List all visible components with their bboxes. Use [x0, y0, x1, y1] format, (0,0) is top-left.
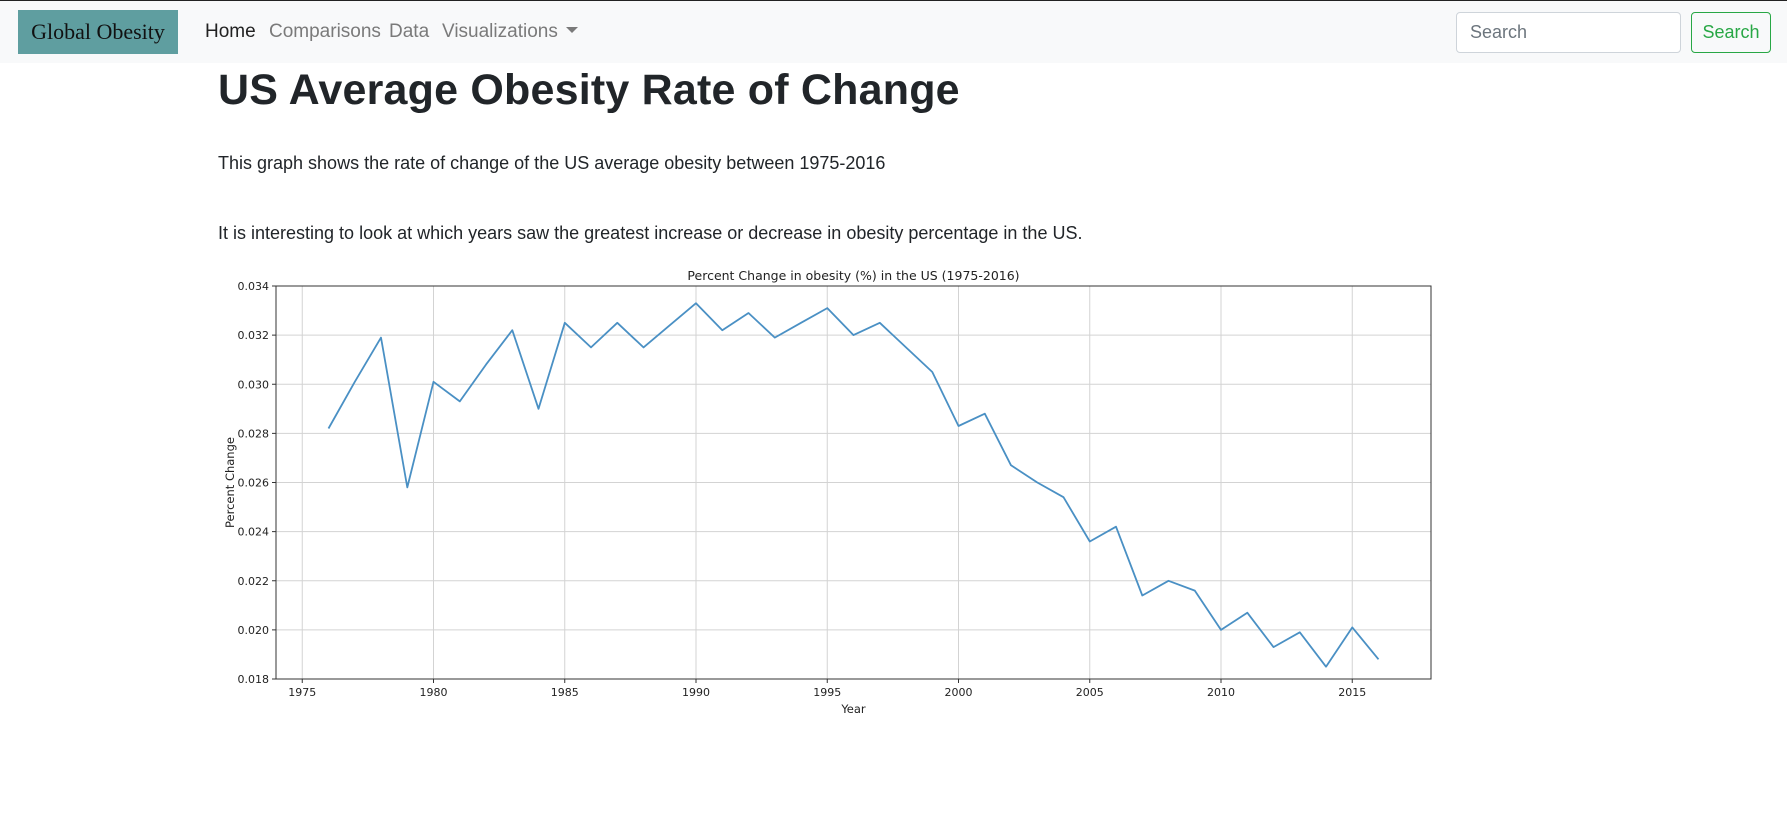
x-tick-label: 1990: [682, 686, 710, 699]
y-tick-label: 0.034: [238, 280, 270, 293]
search-input[interactable]: [1456, 12, 1681, 53]
x-tick-label: 2000: [945, 686, 973, 699]
nav-visualizations-label: Visualizations: [442, 21, 558, 42]
x-tick-label: 1975: [288, 686, 316, 699]
x-tick-label: 2010: [1207, 686, 1235, 699]
x-axis-label: Year: [840, 702, 866, 716]
description-paragraph-1: This graph shows the rate of change of t…: [218, 153, 886, 173]
y-axis-label: Percent Change: [223, 437, 237, 528]
nav-comparisons[interactable]: Comparisons: [269, 21, 381, 42]
y-tick-label: 0.028: [238, 427, 270, 440]
obesity-change-chart: 1975 1980 1985 1990 1995 2000 2005 2010 2015 0.01…: [223, 268, 1432, 716]
x-tick-label: 1985: [551, 686, 579, 699]
y-tick-label: 0.024: [238, 526, 270, 539]
navbar: Global Obesity Home Comparisons Data Vis…: [0, 1, 1787, 63]
y-tick-label: 0.020: [238, 624, 270, 637]
y-tick-label: 0.032: [238, 329, 270, 342]
nav-data[interactable]: Data: [389, 21, 430, 42]
page-title: US Average Obesity Rate of Change: [218, 66, 960, 114]
y-tick-label: 0.022: [238, 575, 270, 588]
chart-title: Percent Change in obesity (%) in the US …: [687, 268, 1019, 283]
x-tick-label: 2005: [1076, 686, 1104, 699]
x-tick-label: 1995: [813, 686, 841, 699]
nav-home[interactable]: Home: [205, 21, 256, 42]
y-tick-label: 0.026: [238, 477, 270, 490]
nav-visualizations-dropdown[interactable]: Visualizations: [442, 21, 578, 43]
x-tick-label: 2015: [1338, 686, 1366, 699]
x-tick-label: 1980: [420, 686, 448, 699]
caret-down-icon: [565, 26, 578, 33]
search-button[interactable]: Search: [1691, 12, 1771, 53]
y-tick-label: 0.030: [238, 378, 270, 391]
y-tick-label: 0.018: [238, 673, 270, 686]
brand-logo[interactable]: Global Obesity: [18, 10, 178, 54]
description-paragraph-2: It is interesting to look at which years…: [218, 223, 1083, 243]
